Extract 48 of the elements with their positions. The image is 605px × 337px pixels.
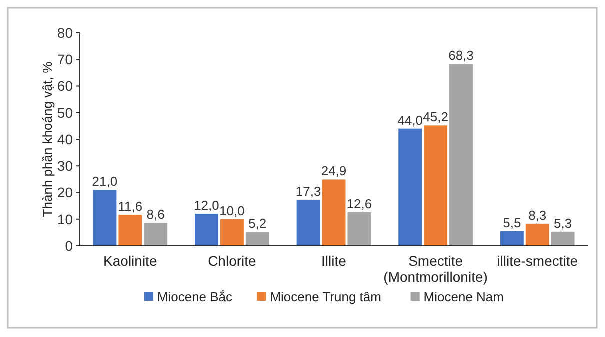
data-label: 12,0 — [194, 198, 220, 214]
bar — [93, 190, 117, 246]
data-label: 12,6 — [346, 196, 372, 212]
x-tick-label: Illite — [322, 253, 347, 269]
bar — [322, 180, 346, 246]
data-label: 5,3 — [554, 216, 572, 231]
bar — [118, 215, 142, 246]
legend-label: Miocene Nam — [424, 290, 504, 305]
data-label: 8,6 — [146, 207, 165, 222]
data-label: 44,0 — [398, 112, 424, 128]
data-label: 24,9 — [321, 164, 347, 179]
y-tick-label: 60 — [57, 78, 74, 94]
data-label: 10,0 — [220, 203, 245, 218]
bar — [144, 223, 168, 246]
legend-label: Miocene Trung tâm — [270, 290, 382, 305]
bar — [246, 232, 270, 246]
data-label: 21,0 — [92, 174, 118, 190]
y-tick-label: 40 — [57, 131, 74, 148]
bar — [195, 214, 218, 246]
y-tick-label: 30 — [57, 158, 74, 174]
bar — [424, 126, 448, 246]
data-label: 5,5 — [503, 215, 522, 230]
x-tick-label: illite-smectite — [497, 253, 578, 269]
bar — [526, 224, 550, 246]
data-label: 68,3 — [448, 48, 474, 64]
data-label: 17,3 — [296, 184, 322, 199]
data-label: 8,3 — [528, 208, 547, 223]
bar — [398, 128, 422, 246]
data-label: 5,2 — [248, 216, 267, 232]
x-tick-label: Smectite (Montmorillonite) — [384, 253, 488, 285]
y-tick-label: 80 — [57, 24, 74, 41]
bar — [220, 219, 244, 246]
bar — [551, 232, 575, 246]
x-tick-label: Kaolinite — [104, 253, 158, 269]
bar — [450, 64, 473, 246]
y-axis-title: Thành phần khoáng vật, % — [40, 61, 55, 218]
bar — [500, 231, 524, 246]
legend-label: Miocene Bắc — [157, 290, 234, 305]
data-label: 11,6 — [118, 199, 143, 214]
bar — [348, 212, 372, 246]
y-tick-label: 70 — [57, 52, 74, 68]
bar — [296, 200, 320, 246]
y-tick-label: 10 — [57, 211, 74, 228]
y-tick-label: 0 — [65, 238, 74, 254]
data-label: 45,2 — [423, 110, 448, 125]
x-tick-label: Chlorite — [208, 253, 257, 269]
y-tick-label: 20 — [57, 184, 74, 201]
y-tick-label: 50 — [57, 104, 74, 121]
